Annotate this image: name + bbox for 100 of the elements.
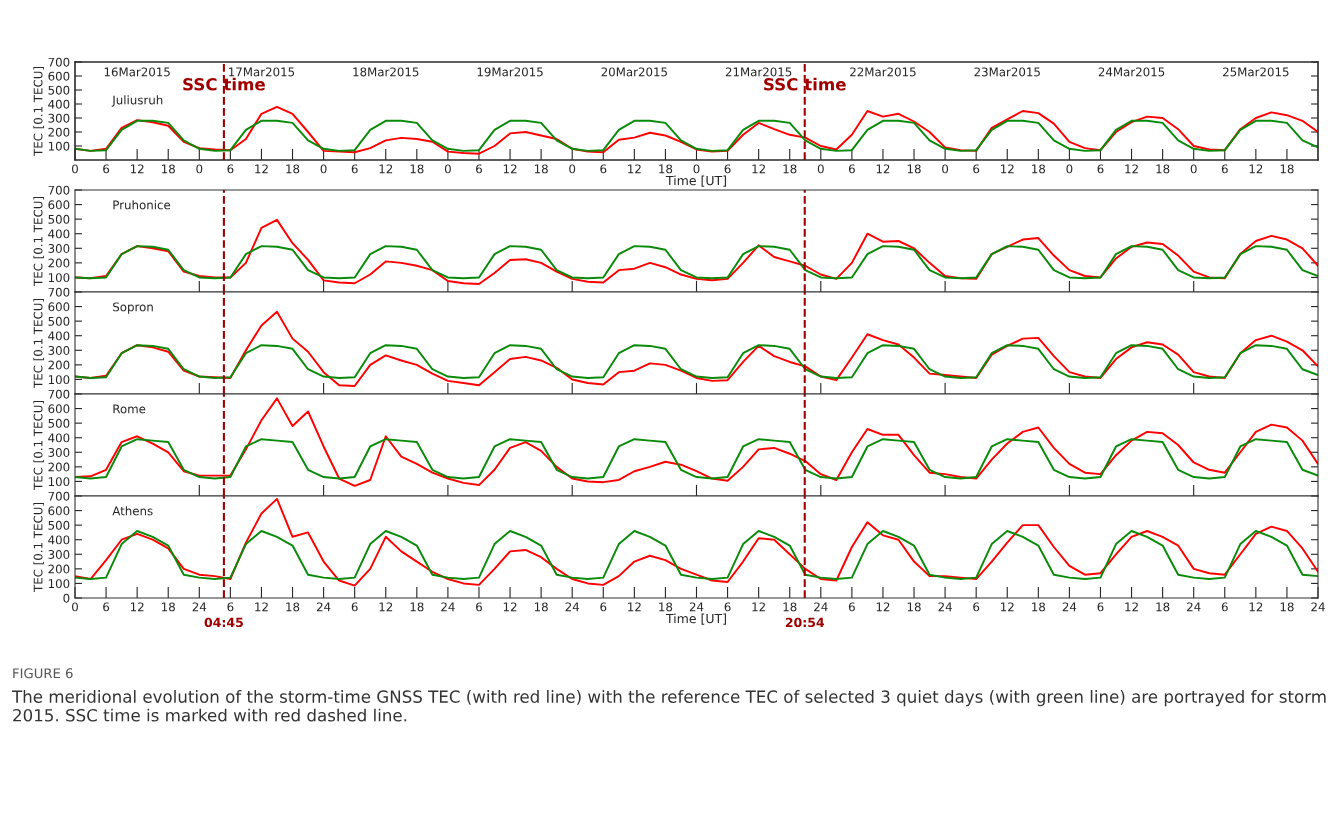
text: The meridional evolution of the storm-time GNSS TEC (with red line) with the reference TEC of selected 3 quiet days (with green line) are portrayed for storm 2015. SSC time is marked with red dashed line. [11, 690, 1326, 722]
x-tick-label: 12 [628, 164, 641, 174]
x-tick-label: 0 [1190, 164, 1197, 174]
x-tick-label: 12 [876, 602, 890, 612]
annotation: Sopron [113, 302, 153, 314]
x-tick-label: 6 [351, 164, 358, 174]
x-tick-label: 0 [72, 164, 78, 174]
x-tick-label: 24 [1187, 602, 1201, 612]
x-tick-label: 18 [1280, 602, 1294, 612]
x-tick-label: 24 [1311, 602, 1325, 612]
x-tick-label: 18 [1156, 602, 1170, 612]
x2-tick-label: 18Mar2015 [353, 67, 419, 77]
x-tick-label: 12 [255, 602, 268, 612]
x-tick-label: 18 [410, 164, 424, 174]
x-tick-label: 6 [227, 602, 234, 612]
y-tick-label: 300 [48, 550, 70, 559]
x-tick-label: 18 [659, 602, 673, 612]
y-tick-label: 300 [48, 346, 70, 355]
y-tick-label: 200 [48, 360, 70, 370]
x2-tick-label: 24Mar2015 [1098, 67, 1165, 77]
y-tick-label: 700 [48, 185, 70, 195]
x-tick-label: 12 [503, 602, 517, 612]
x-tick-label: 12 [752, 164, 765, 174]
annotation: Pruhonice [113, 200, 171, 210]
y-tick-label: 600 [48, 71, 70, 81]
y-tick-label: 100 [48, 477, 70, 487]
x2-tick-label: 23Mar2015 [974, 67, 1040, 77]
y-tick-label: 100 [48, 375, 70, 385]
x-tick-label: 12 [255, 164, 268, 174]
x2-tick-label: 16Mar2015 [104, 67, 170, 77]
x-tick-label: 0 [196, 164, 203, 174]
x-tick-label: 12 [379, 164, 393, 174]
x-tick-label: 6 [848, 602, 855, 612]
y-axis-title: TEC [0.1 TECU] [33, 503, 44, 593]
ref-line-label: SSC time [764, 77, 846, 91]
x-tick-label: 24 [1062, 602, 1077, 612]
y-axis-title: TEC [0.1 TECU] [33, 67, 44, 157]
x-tick-label: 12 [130, 164, 144, 174]
x-tick-label: 12 [1001, 602, 1014, 612]
y-tick-label: 500 [48, 520, 70, 530]
ref-line-label: 04:45 [204, 617, 243, 628]
y-axis-title: TEC [0.1 TECU] [33, 299, 44, 389]
y-tick-label: 200 [48, 258, 70, 268]
annotation: Athens [112, 506, 153, 516]
x-tick-label: 6 [103, 602, 110, 612]
y-tick-label: 700 [48, 491, 70, 501]
x-axis-title: Time [UT] [665, 175, 726, 187]
x-tick-label: 12 [1249, 602, 1263, 612]
y-tick-label: 500 [48, 418, 70, 428]
x-tick-label: 18 [534, 164, 548, 174]
x-tick-label: 12 [1001, 164, 1014, 174]
x-tick-label: 0 [942, 164, 949, 174]
x-tick-label: 12 [1125, 602, 1138, 612]
x-tick-label: 24 [441, 602, 455, 612]
x2-tick-label: 19Mar2015 [477, 67, 543, 77]
y-tick-label: 300 [48, 113, 70, 123]
x-tick-label: 6 [476, 602, 482, 612]
x-tick-label: 18 [162, 164, 175, 174]
x-tick-label: 6 [600, 602, 607, 612]
x-tick-label: 0 [320, 164, 327, 174]
y-tick-label: 200 [48, 564, 70, 574]
y-axis-title: TEC [0.1 TECU] [33, 401, 44, 491]
ref-line-label: SSC time [183, 77, 265, 91]
y-tick-label: 600 [48, 506, 70, 516]
y-tick-label: 600 [48, 200, 70, 210]
x-tick-label: 6 [227, 164, 234, 174]
x-tick-label: 24 [565, 602, 580, 612]
x2-tick-label: 22Mar2015 [850, 67, 916, 77]
x-tick-label: 18 [162, 602, 175, 612]
x2-tick-label: 25Mar2015 [1223, 67, 1289, 77]
x-tick-label: 24 [689, 602, 704, 612]
ref-line-label: 20:54 [785, 617, 825, 628]
x-tick-label: 6 [848, 164, 855, 174]
x-tick-label: 12 [752, 602, 765, 612]
y-tick-label: 500 [48, 85, 70, 95]
y-tick-label: 400 [48, 331, 70, 341]
x-tick-label: 0 [1066, 164, 1073, 174]
y-tick-label: 500 [48, 214, 70, 224]
y-tick-label: 300 [48, 244, 70, 253]
x-tick-label: 6 [351, 602, 358, 612]
x2-tick-label: 17Mar2015 [229, 67, 295, 77]
y-tick-label: 600 [48, 404, 70, 414]
x-tick-label: 6 [1221, 164, 1228, 174]
y-tick-label: 500 [48, 316, 70, 326]
x-tick-label: 0 [693, 164, 700, 174]
x-tick-label: 12 [1125, 164, 1138, 174]
x-tick-label: 24 [316, 602, 331, 612]
x-tick-label: 12 [1249, 164, 1263, 174]
x-tick-label: 6 [724, 164, 731, 174]
y-axis-title: TEC [0.1 TECU] [33, 197, 44, 287]
y-tick-label: 600 [48, 302, 70, 312]
x-tick-label: 6 [600, 164, 607, 174]
x-tick-label: 12 [628, 602, 641, 612]
x-tick-label: 12 [379, 602, 393, 612]
x-tick-label: 6 [1097, 602, 1104, 612]
x-tick-label: 18 [286, 164, 300, 174]
x2-tick-label: 20Mar2015 [601, 67, 667, 77]
y-tick-label: 400 [48, 99, 70, 109]
x2-tick-label: 21Mar2015 [725, 67, 792, 77]
y-tick-label: 700 [48, 57, 70, 67]
